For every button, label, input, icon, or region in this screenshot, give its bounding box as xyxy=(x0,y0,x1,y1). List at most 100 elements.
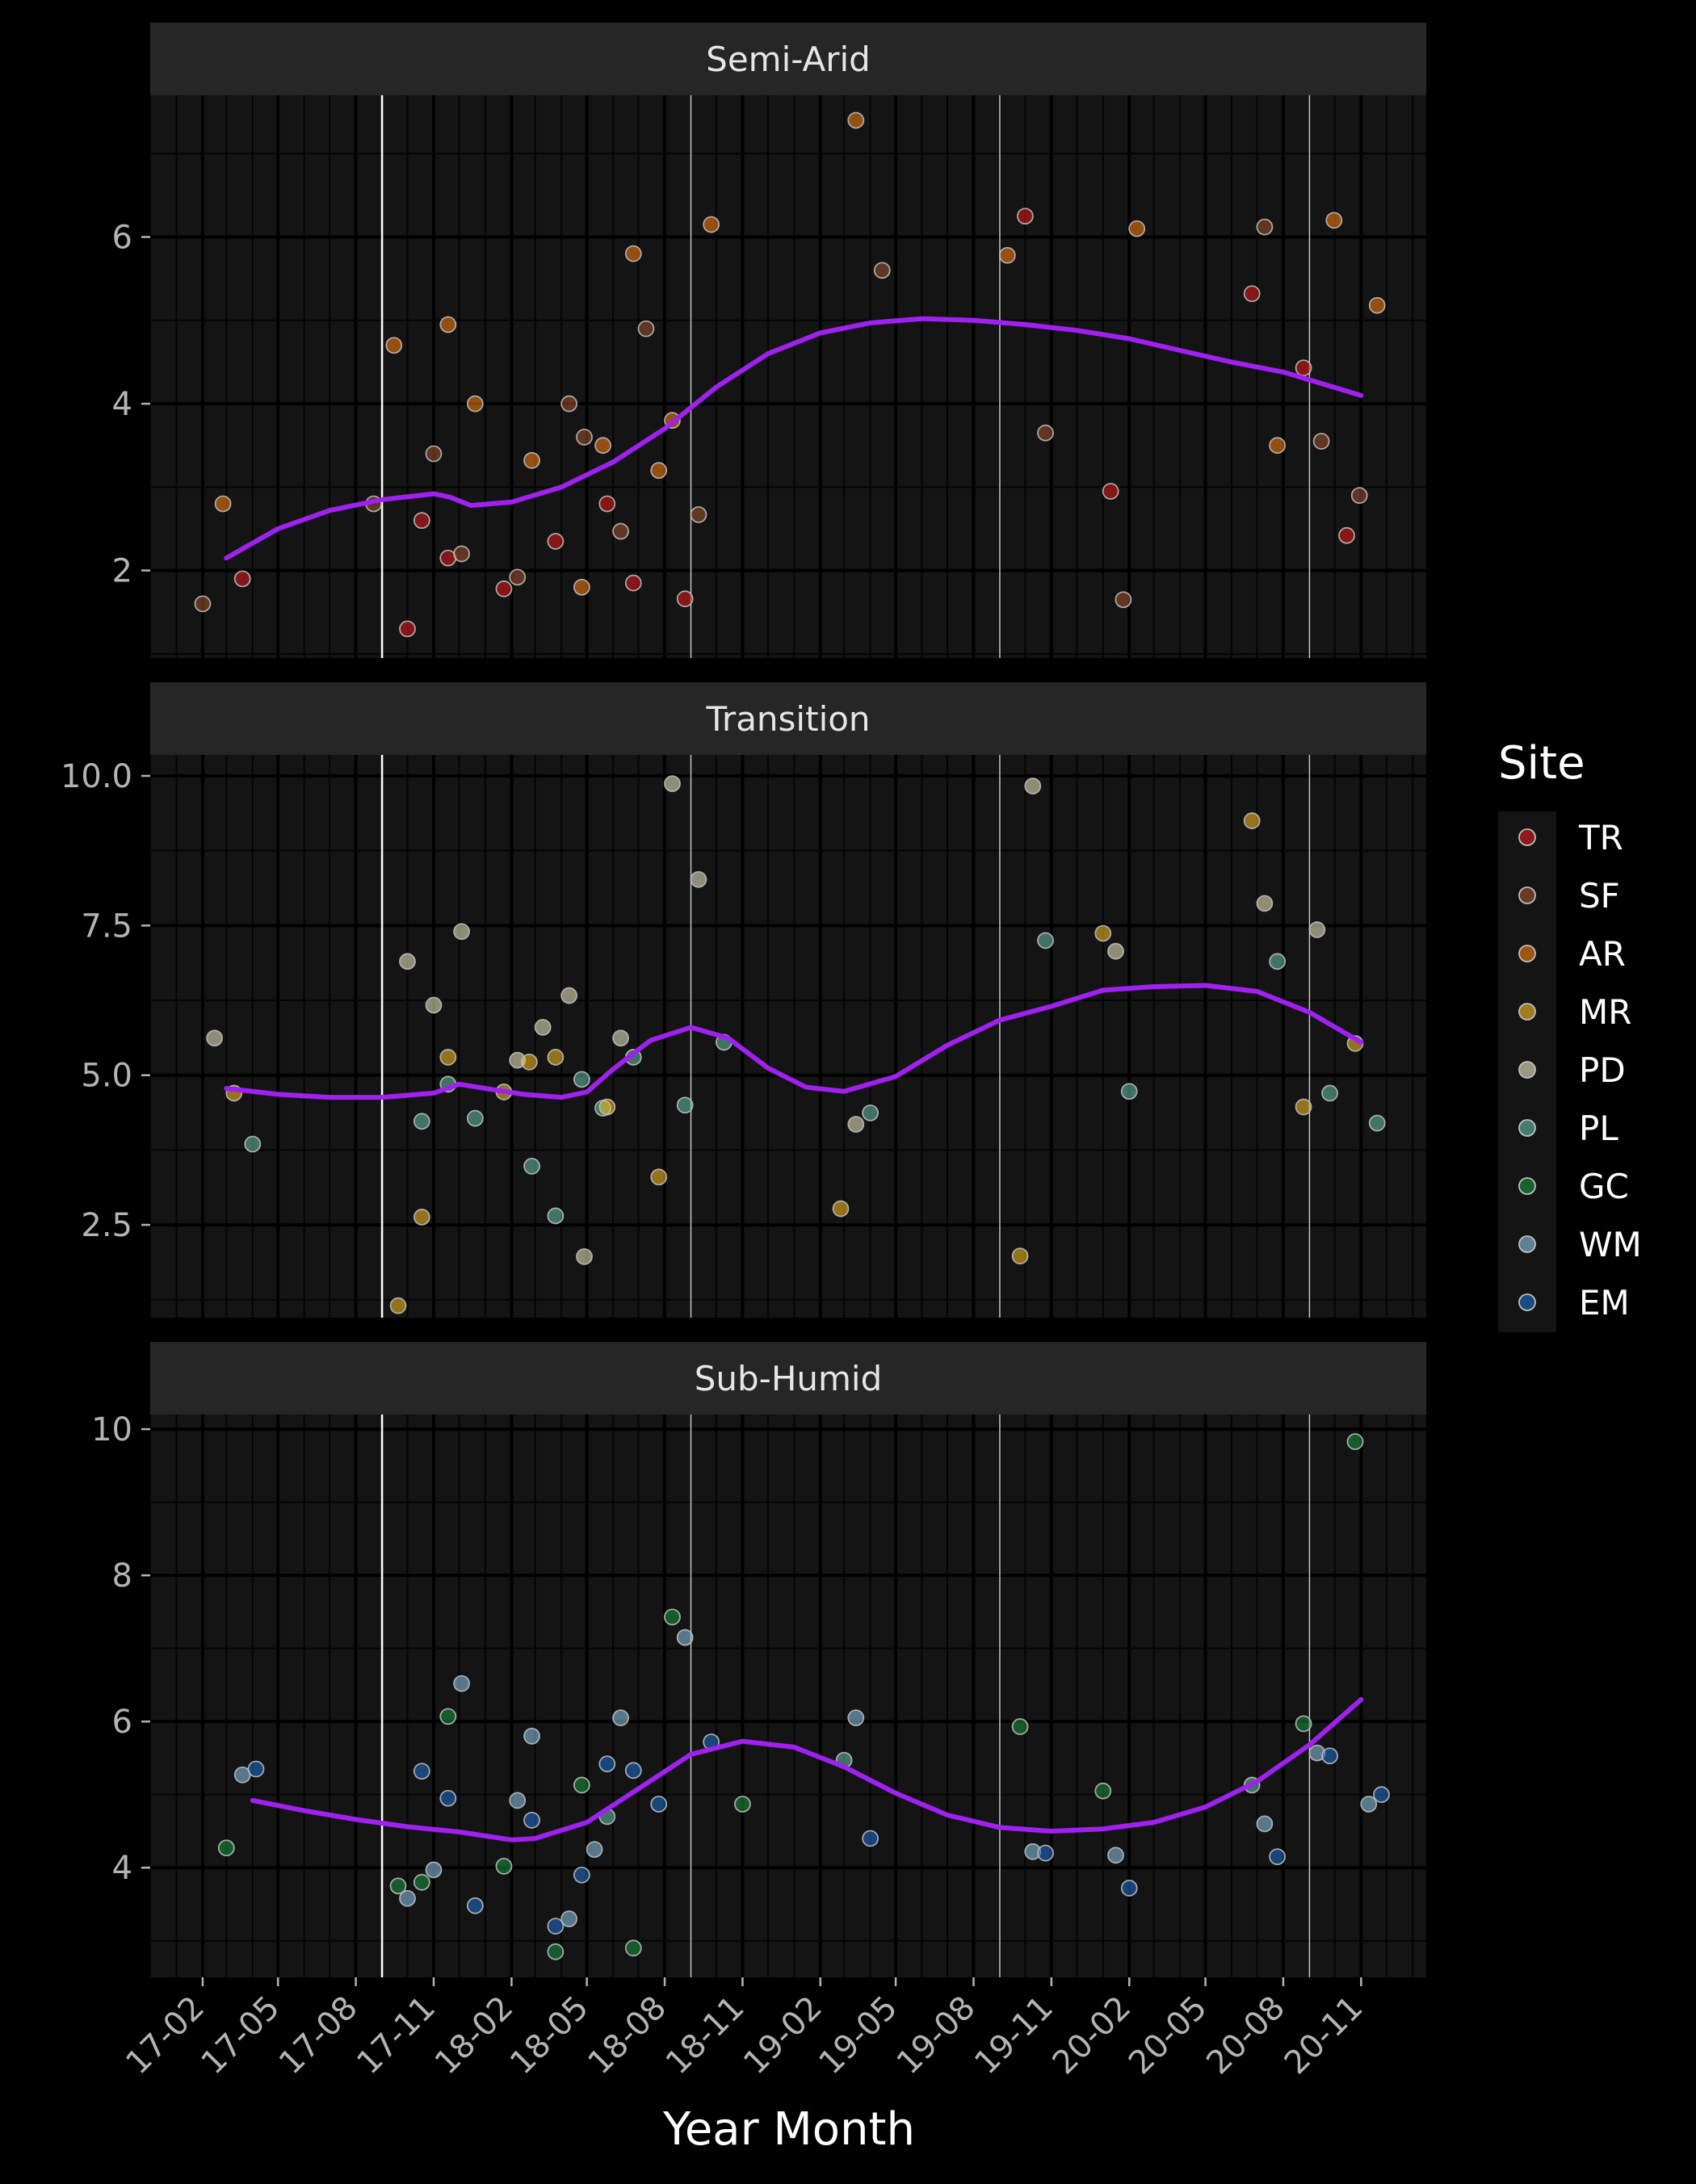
data-point-mr xyxy=(1243,812,1261,829)
data-point-pd xyxy=(560,987,578,1004)
data-point-tr xyxy=(1102,483,1119,500)
data-point-pd xyxy=(690,870,707,888)
data-point-em xyxy=(413,1763,430,1780)
y-tick-label: 7.5 xyxy=(81,908,132,945)
data-point-tr xyxy=(399,620,416,638)
trend-line xyxy=(224,316,1364,561)
data-point-pd xyxy=(1024,778,1042,794)
data-point-ar xyxy=(214,495,232,513)
data-point-gc xyxy=(413,1873,430,1891)
legend-key-pl xyxy=(1518,1119,1536,1137)
data-point-em xyxy=(466,1897,484,1914)
data-point-tr xyxy=(1016,208,1034,225)
legend-key-sf xyxy=(1518,887,1536,904)
y-tick-label: 2 xyxy=(112,553,132,590)
data-point-wm xyxy=(586,1841,603,1858)
facet-strip xyxy=(150,23,1426,95)
data-point-mr xyxy=(1295,1098,1312,1116)
data-point-em xyxy=(624,1762,642,1779)
legend-item-tr: TR xyxy=(1518,818,1623,857)
y-tick-label: 8 xyxy=(112,1557,132,1595)
data-point-ar xyxy=(594,437,611,455)
data-point-pl xyxy=(466,1109,484,1127)
data-point-sf xyxy=(690,505,707,523)
data-point-em xyxy=(598,1755,616,1773)
data-point-wm xyxy=(1256,1815,1274,1833)
data-point-pd xyxy=(399,953,416,970)
legend-key-tr xyxy=(1518,828,1536,846)
data-point-pd xyxy=(612,1029,629,1047)
data-point-sf xyxy=(453,545,470,563)
data-point-ar xyxy=(1269,437,1286,455)
panel-sub-humid: Sub-Humid 4 6 8 10 xyxy=(91,1342,1426,1977)
legend-key-em xyxy=(1518,1293,1536,1311)
data-point-pd xyxy=(1308,921,1326,938)
data-point-ar xyxy=(439,316,457,333)
trend-line xyxy=(224,983,1364,1100)
y-tick-label: 5.0 xyxy=(81,1058,132,1095)
legend-label: GC xyxy=(1579,1167,1629,1206)
legend-key-gc xyxy=(1518,1177,1536,1195)
data-point-gc xyxy=(1094,1782,1112,1800)
data-point-ar xyxy=(573,578,590,596)
y-tick-label: 2.5 xyxy=(81,1207,132,1244)
facet-strip xyxy=(150,1342,1426,1415)
data-point-mr xyxy=(439,1049,457,1066)
data-point-mr xyxy=(547,1049,565,1066)
data-point-mr xyxy=(413,1209,430,1226)
data-point-pl xyxy=(1269,953,1286,970)
data-point-sf xyxy=(1115,591,1132,609)
legend-key-wm xyxy=(1518,1235,1536,1253)
legend-item-wm: WM xyxy=(1518,1225,1642,1264)
data-point-ar xyxy=(847,111,865,129)
data-point-gc xyxy=(547,1943,565,1960)
data-point-pl xyxy=(573,1071,590,1088)
panels: Semi-Arid 2 4 6 Transition 2.5 5.0 7.5 10.0 Sub-H… xyxy=(61,23,1426,1977)
data-point-pd xyxy=(576,1247,593,1265)
panel-background xyxy=(150,1415,1426,1977)
data-point-wm xyxy=(509,1792,527,1809)
legend-title: Site xyxy=(1498,737,1585,790)
data-point-wm xyxy=(399,1889,416,1907)
data-point-tr xyxy=(1338,526,1355,544)
data-point-pl xyxy=(676,1096,694,1114)
data-point-pl xyxy=(862,1105,879,1121)
data-point-em xyxy=(547,1918,565,1935)
data-point-em xyxy=(247,1760,265,1778)
data-point-pl xyxy=(1120,1083,1138,1100)
data-point-sf xyxy=(194,595,212,613)
data-point-sf xyxy=(560,395,578,413)
data-point-gc xyxy=(495,1858,513,1875)
data-point-sf xyxy=(612,522,629,540)
data-point-gc xyxy=(1346,1433,1364,1450)
legend-key-pd xyxy=(1518,1061,1536,1079)
legend-label: PL xyxy=(1579,1109,1618,1148)
data-point-gc xyxy=(439,1708,457,1725)
facet-strip-title: Transition xyxy=(705,699,870,739)
data-point-pd xyxy=(1107,942,1124,960)
data-point-pl xyxy=(1368,1114,1386,1132)
data-point-tr xyxy=(598,495,616,513)
facet-strip-title: Semi-Arid xyxy=(706,40,871,79)
data-point-gc xyxy=(1295,1715,1312,1733)
panel-transition: Transition 2.5 5.0 7.5 10.0 xyxy=(61,682,1426,1318)
data-point-em xyxy=(523,1811,540,1829)
data-point-sf xyxy=(1037,424,1054,442)
panel-background xyxy=(150,755,1426,1318)
data-point-wm xyxy=(676,1629,694,1646)
data-point-sf xyxy=(637,320,655,337)
data-point-pl xyxy=(1037,932,1054,949)
data-point-ar xyxy=(650,462,668,480)
data-point-ar xyxy=(466,395,484,413)
legend-item-ar: AR xyxy=(1518,934,1626,974)
data-point-wm xyxy=(612,1709,629,1727)
y-tick-label: 6 xyxy=(112,1704,132,1741)
legend-label: PD xyxy=(1579,1050,1626,1090)
legend-label: WM xyxy=(1579,1225,1642,1264)
data-point-mr xyxy=(1094,924,1112,942)
data-point-sf xyxy=(873,262,891,279)
legend-item-gc: GC xyxy=(1518,1167,1629,1206)
panel-background xyxy=(150,95,1426,658)
data-point-ar xyxy=(1325,212,1343,229)
data-point-gc xyxy=(734,1796,751,1813)
